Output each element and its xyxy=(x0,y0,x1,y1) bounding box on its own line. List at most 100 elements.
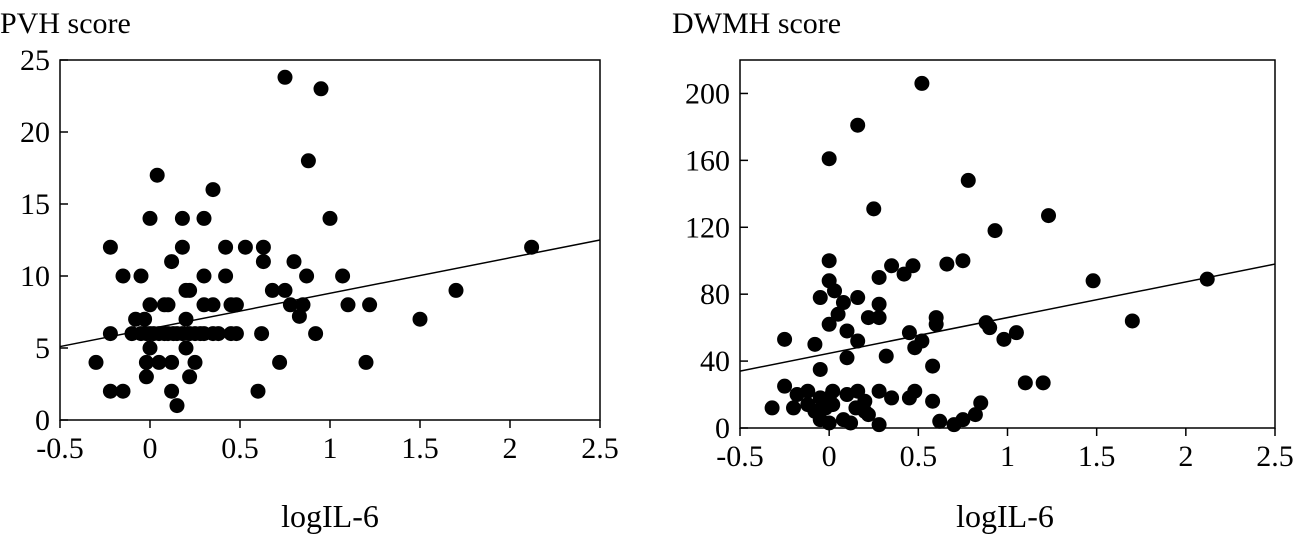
dwmh-data-point xyxy=(914,333,930,349)
dwmh-data-point xyxy=(871,417,887,433)
pvh-data-point xyxy=(358,354,374,370)
dwmh-data-point xyxy=(807,336,823,352)
dwmh-data-point xyxy=(835,295,851,311)
pvh-data-point xyxy=(149,167,165,183)
dwmh-data-point xyxy=(821,151,837,167)
dwmh-x-tick-label: 0 xyxy=(822,440,837,473)
pvh-data-point xyxy=(335,268,351,284)
pvh-data-point xyxy=(115,383,131,399)
pvh-data-point xyxy=(88,354,104,370)
pvh-data-point xyxy=(164,383,180,399)
dwmh-data-point xyxy=(866,201,882,217)
dwmh-data-point xyxy=(1199,271,1215,287)
dwmh-trend-line xyxy=(739,263,1276,372)
dwmh-data-point xyxy=(955,412,971,428)
pvh-data-point xyxy=(142,297,158,313)
pvh-data-point xyxy=(277,282,293,298)
dwmh-data-point xyxy=(821,253,837,269)
dwmh-data-point xyxy=(973,395,989,411)
pvh-x-tick-label: 0.5 xyxy=(221,432,259,465)
dwmh-data-point xyxy=(955,253,971,269)
dwmh-data-point xyxy=(825,397,841,413)
pvh-data-point xyxy=(308,326,324,342)
dwmh-x-tick-label: -0.5 xyxy=(716,440,764,473)
dwmh-data-point xyxy=(839,323,855,339)
dwmh-data-point xyxy=(827,283,843,299)
pvh-data-point xyxy=(295,297,311,313)
pvh-y-tick-label: 15 xyxy=(20,188,50,221)
dwmh-data-point xyxy=(901,325,917,341)
dwmh-data-point xyxy=(1035,375,1051,391)
pvh-chart-title: PVH score xyxy=(0,7,131,40)
pvh-x-tick-label: -0.5 xyxy=(36,432,84,465)
pvh-y-tick-label: 20 xyxy=(20,116,50,149)
dwmh-data-point xyxy=(1008,325,1024,341)
dwmh-data-point xyxy=(878,348,894,364)
pvh-data-point xyxy=(286,254,302,270)
pvh-y-axis: 0 5 10 15 20 25 xyxy=(20,44,68,437)
dwmh-data-point xyxy=(987,223,1003,239)
dwmh-data-point xyxy=(1085,273,1101,289)
dwmh-data-point xyxy=(860,407,876,423)
dwmh-x-tick-label: 1.5 xyxy=(1078,440,1116,473)
dwmh-data-point xyxy=(786,400,801,416)
pvh-data-point xyxy=(300,153,316,169)
dwmh-y-tick-label: 200 xyxy=(685,77,730,110)
dwmh-data-point xyxy=(812,290,828,306)
dwmh-data-point xyxy=(850,290,866,306)
pvh-data-point xyxy=(102,383,118,399)
dwmh-data-point xyxy=(777,378,793,394)
dwmh-data-point xyxy=(800,383,816,399)
dwmh-data-point xyxy=(871,296,887,312)
pvh-data-point xyxy=(151,354,167,370)
pvh-data-point xyxy=(362,297,378,313)
pvh-x-tick-label: 1 xyxy=(323,432,338,465)
dwmh-data-point xyxy=(777,331,793,347)
dwmh-data-point xyxy=(939,256,955,272)
dwmh-y-tick-label: 160 xyxy=(685,144,730,177)
pvh-data-point xyxy=(174,239,190,255)
dwmh-x-tick-label: 0.5 xyxy=(900,440,938,473)
pvh-data-point xyxy=(282,297,298,313)
dwmh-points xyxy=(764,75,1215,433)
pvh-data-point xyxy=(228,297,244,313)
pvh-data-point xyxy=(313,81,329,97)
pvh-data-point xyxy=(115,268,131,284)
dwmh-data-point xyxy=(871,269,887,285)
pvh-data-point xyxy=(196,268,212,284)
pvh-data-point xyxy=(164,354,180,370)
pvh-data-point xyxy=(255,254,271,270)
pvh-data-point xyxy=(322,210,338,226)
pvh-x-tick-label: 2 xyxy=(503,432,518,465)
pvh-data-point xyxy=(299,268,315,284)
pvh-data-point xyxy=(182,369,198,385)
pvh-data-point xyxy=(178,340,194,356)
dwmh-x-tick-label: 2 xyxy=(1178,440,1193,473)
dwmh-data-point xyxy=(925,393,941,409)
pvh-data-point xyxy=(255,239,271,255)
dwmh-data-point xyxy=(821,316,837,332)
pvh-data-point xyxy=(102,326,118,342)
pvh-x-tick-label: 0 xyxy=(143,432,158,465)
pvh-data-point xyxy=(178,311,194,327)
pvh-data-point xyxy=(210,326,226,342)
dwmh-chart-title: DWMH score xyxy=(672,7,841,40)
pvh-data-point xyxy=(164,254,180,270)
dwmh-data-point xyxy=(960,172,976,188)
dwmh-data-point xyxy=(830,306,846,322)
dwmh-y-axis: 0 40 80 120 160 200 xyxy=(685,77,748,445)
pvh-points xyxy=(88,69,540,414)
dwmh-data-point xyxy=(982,320,998,336)
dwmh-y-tick-label: 80 xyxy=(700,278,730,311)
pvh-data-point xyxy=(138,354,154,370)
pvh-data-point xyxy=(237,239,253,255)
dwmh-data-point xyxy=(896,266,912,282)
dwmh-data-point xyxy=(850,333,866,349)
pvh-data-point xyxy=(138,369,154,385)
pvh-data-point xyxy=(137,311,153,327)
pvh-data-point xyxy=(142,340,158,356)
pvh-data-point xyxy=(448,282,464,298)
dwmh-data-point xyxy=(850,117,866,133)
